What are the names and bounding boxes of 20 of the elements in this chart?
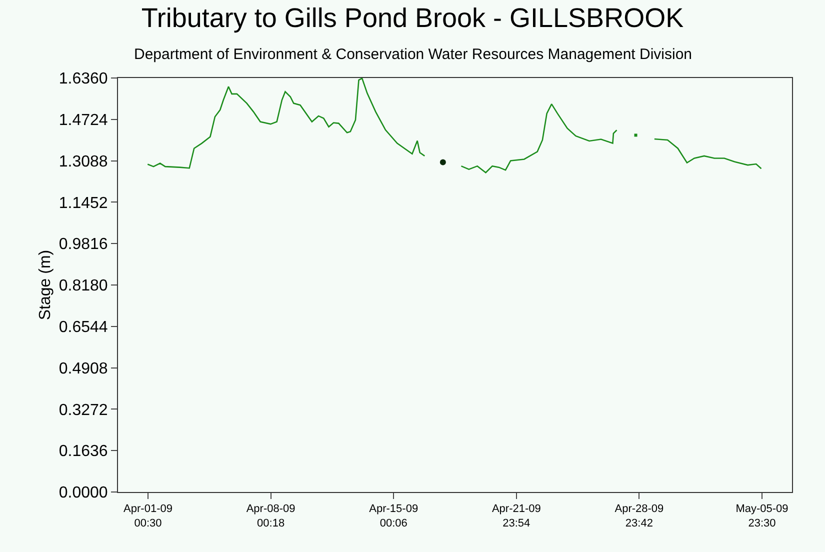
y-tick-label: 1.6360 bbox=[58, 70, 108, 88]
x-tick-label: Apr-21-09 23:54 bbox=[492, 503, 541, 530]
y-tick-label: 0.4908 bbox=[58, 360, 108, 378]
y-tick-label: 0.9816 bbox=[58, 236, 108, 254]
x-tick-label: Apr-15-09 00:06 bbox=[369, 503, 418, 530]
y-tick-label: 0.3272 bbox=[58, 402, 108, 419]
y-tick-label: 1.1452 bbox=[58, 194, 108, 212]
y-tick-label: 0.1636 bbox=[58, 443, 108, 460]
x-tick-label: Apr-28-09 23:42 bbox=[614, 503, 664, 530]
x-tick-label: Apr-01-09 00:30 bbox=[124, 503, 172, 530]
y-tick-label: 1.3088 bbox=[58, 153, 108, 170]
y-axis-title: Stage (m) bbox=[36, 250, 54, 320]
chart-subtitle: Department of Environment & Conservation Water Resources Management Division bbox=[134, 46, 692, 63]
x-tick-label: Apr-08-09 00:18 bbox=[246, 503, 296, 530]
y-tick-label: 0.0000 bbox=[58, 484, 108, 502]
x-tick-label: May-05-09 23:30 bbox=[736, 503, 788, 530]
y-tick-label: 0.8180 bbox=[58, 278, 108, 295]
chart-title: Tributary to Gills Pond Brook - GILLSBROOK bbox=[141, 3, 684, 34]
y-tick-label: 0.6544 bbox=[58, 319, 108, 336]
y-tick-label: 1.4724 bbox=[58, 112, 108, 129]
